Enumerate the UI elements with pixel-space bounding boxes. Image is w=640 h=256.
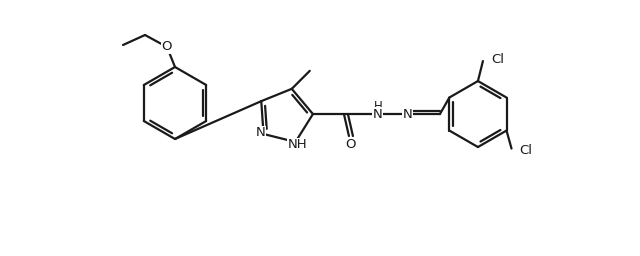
Text: Cl: Cl: [491, 52, 504, 66]
Text: O: O: [346, 137, 356, 151]
Text: O: O: [162, 40, 172, 54]
Text: N: N: [255, 126, 266, 140]
Text: N: N: [403, 108, 413, 121]
Text: H: H: [374, 100, 382, 113]
Text: NH: NH: [287, 138, 307, 152]
Text: N: N: [373, 108, 383, 121]
Text: Cl: Cl: [520, 144, 532, 157]
